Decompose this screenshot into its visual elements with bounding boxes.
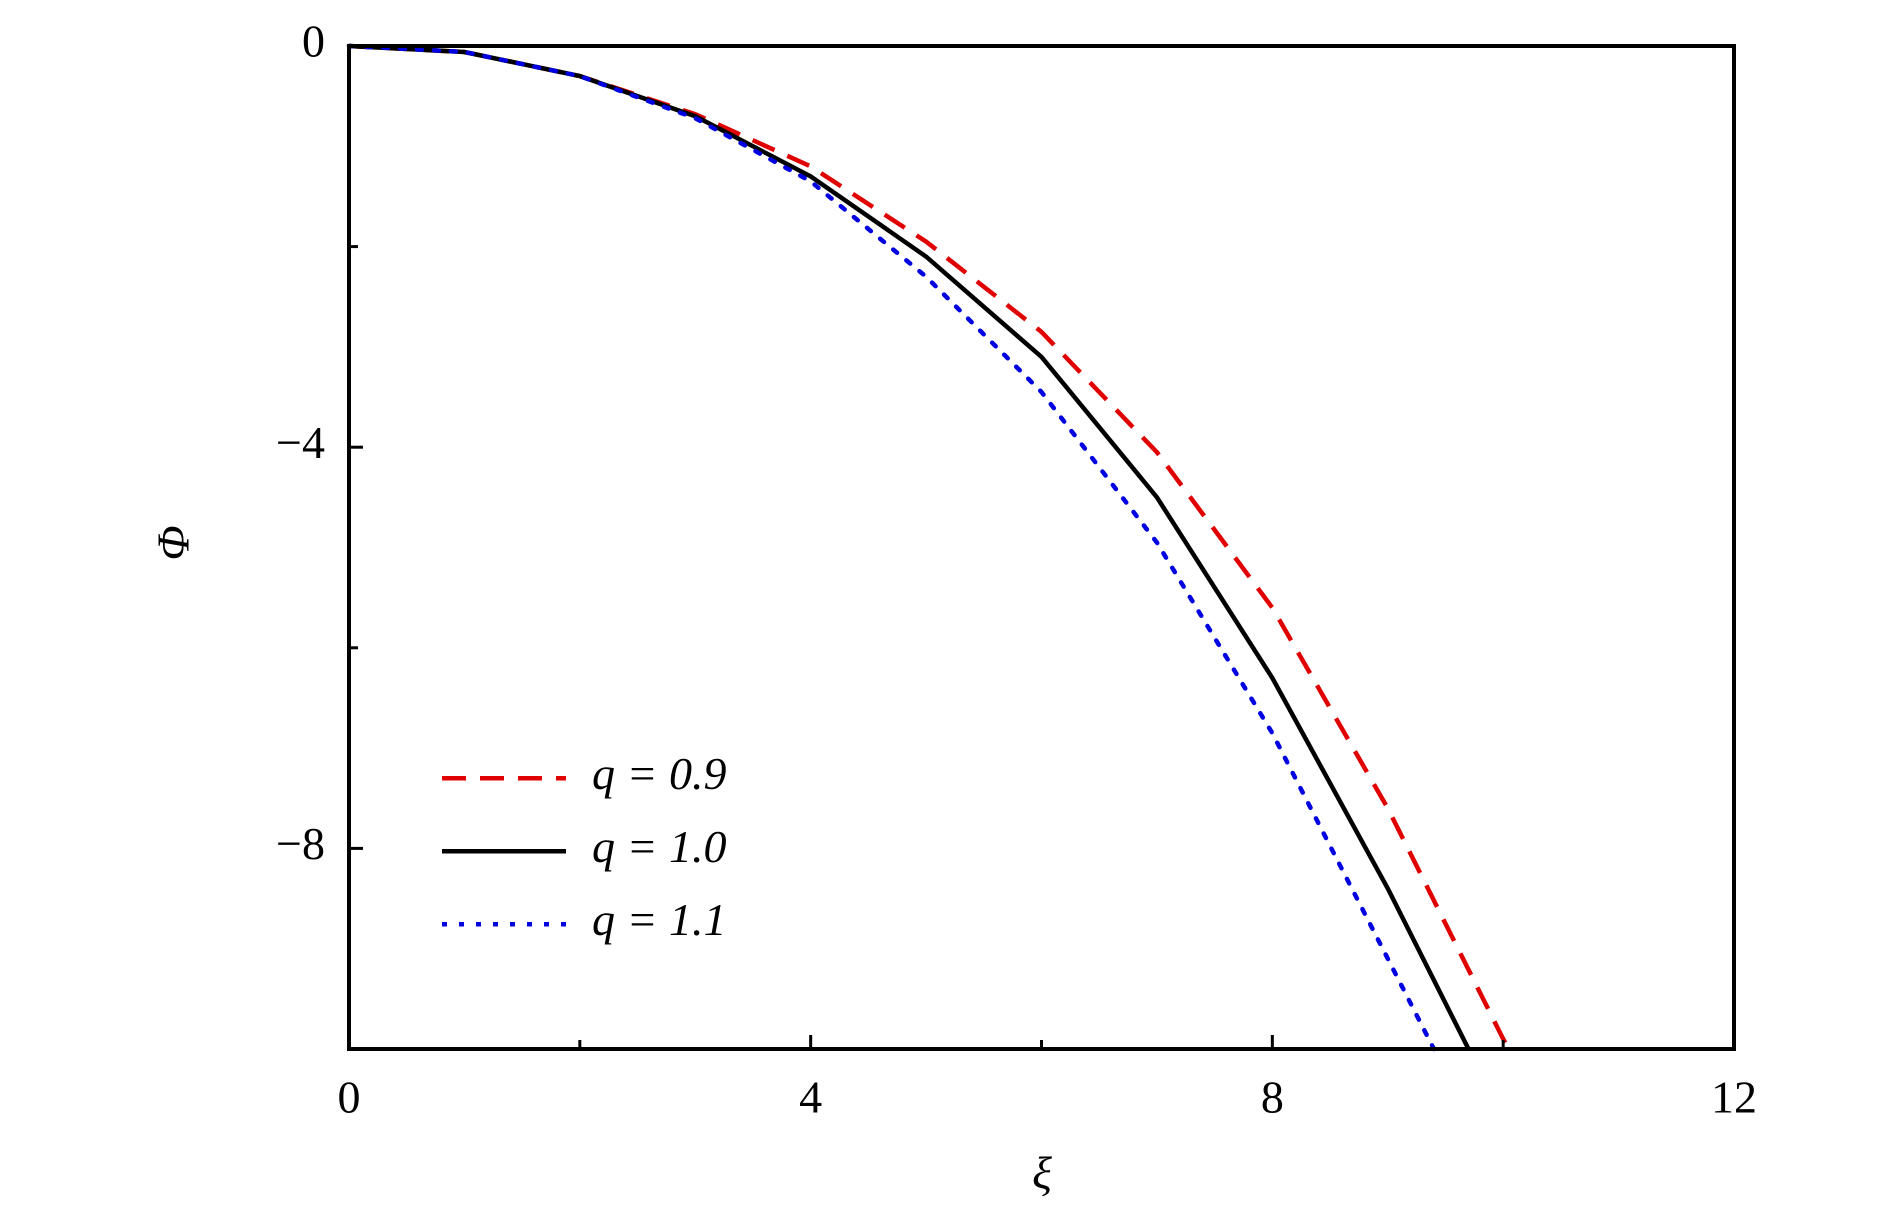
x-tick-label: 0 bbox=[338, 1072, 361, 1123]
series-line bbox=[348, 43, 1511, 1051]
legend-label: q = 1.1 bbox=[592, 894, 727, 945]
y-tick-label: 0 bbox=[302, 16, 325, 67]
x-axis-label: ξ bbox=[1032, 1148, 1052, 1199]
y-tick-label: −4 bbox=[276, 417, 325, 468]
x-tick-label: 4 bbox=[799, 1072, 822, 1123]
series-line bbox=[348, 43, 1471, 1051]
series-line bbox=[346, 43, 1437, 1052]
y-axis-label: Φ bbox=[148, 525, 199, 560]
plot-frame bbox=[347, 44, 1736, 1051]
legend-label: q = 0.9 bbox=[592, 748, 727, 799]
legend-label: q = 1.0 bbox=[592, 821, 727, 872]
x-tick-label: 12 bbox=[1711, 1072, 1757, 1123]
y-tick-label: −8 bbox=[276, 818, 325, 869]
x-tick-label: 8 bbox=[1261, 1072, 1284, 1123]
